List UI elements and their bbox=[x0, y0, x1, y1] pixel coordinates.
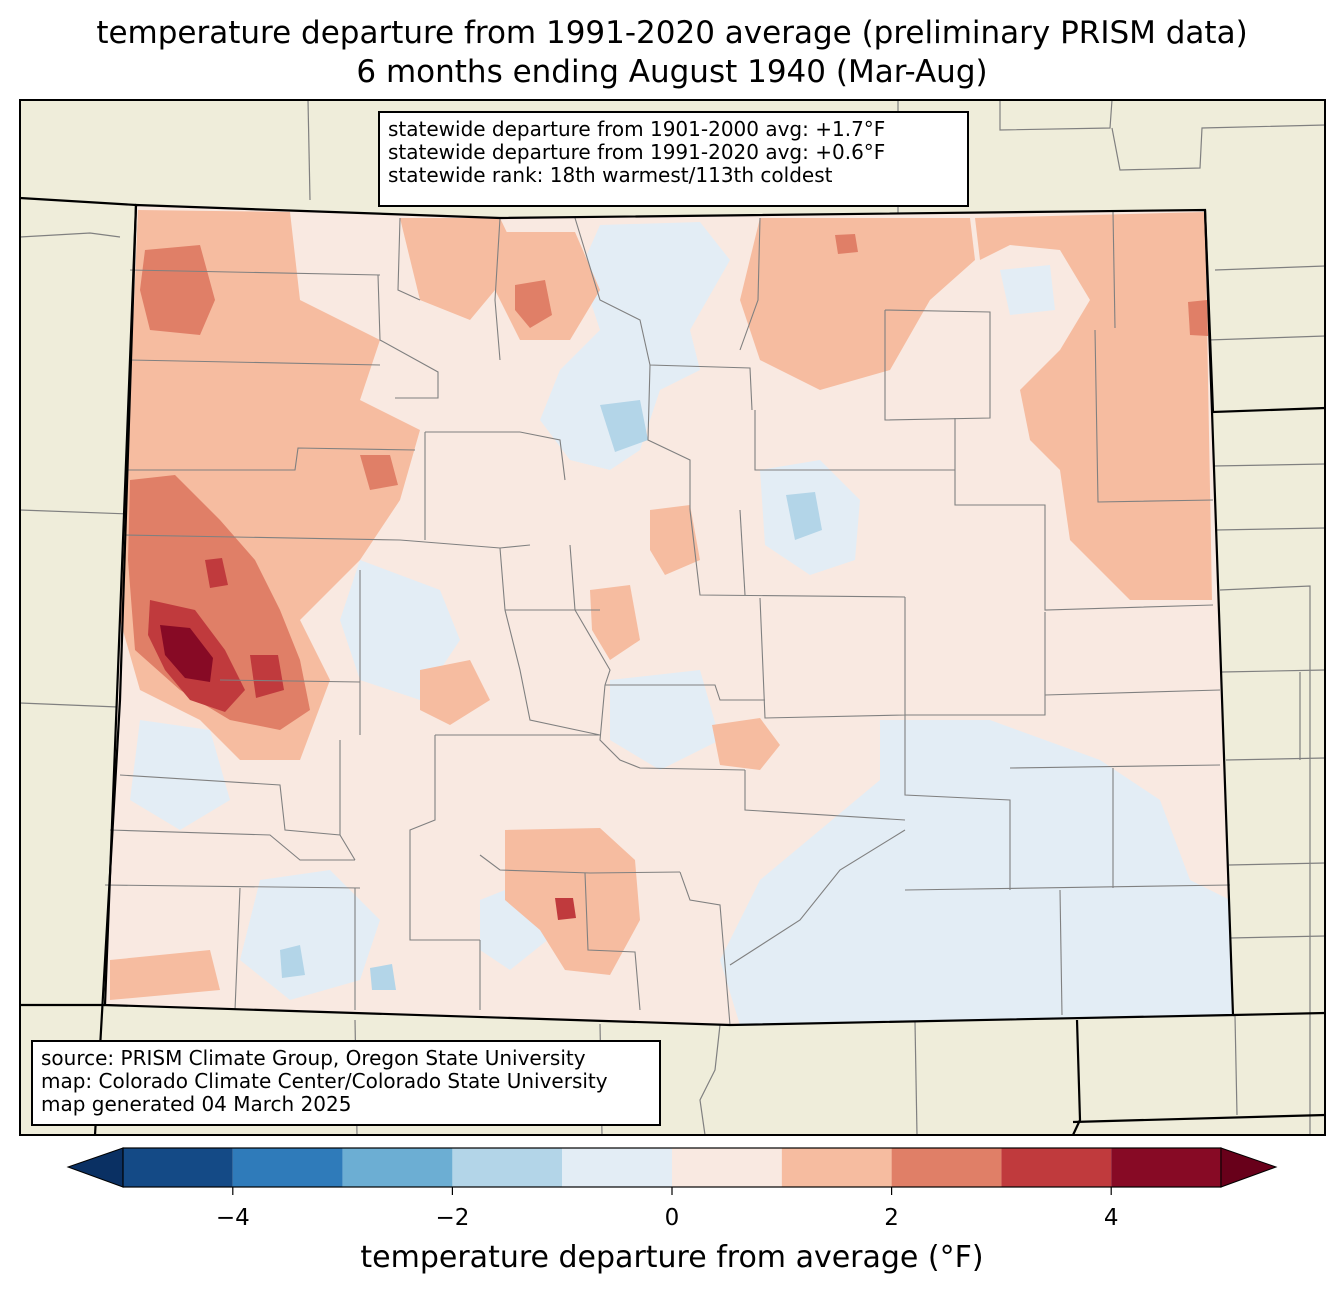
colorbar-tick-label: 0 bbox=[664, 1205, 680, 1231]
state-borders bbox=[19, 196, 1326, 1136]
map-frame bbox=[19, 99, 1326, 1136]
colorbar-bin bbox=[781, 1148, 892, 1187]
colorbar-bin bbox=[672, 1148, 782, 1187]
colorbar-bin bbox=[232, 1148, 343, 1187]
colorbar-tick-label: 4 bbox=[1103, 1205, 1119, 1231]
colorbar-bin bbox=[1001, 1148, 1112, 1187]
colorbar-tick-label: −4 bbox=[215, 1205, 250, 1231]
credits-box: source: PRISM Climate Group, Oregon Stat… bbox=[31, 1040, 661, 1126]
credits-source: source: PRISM Climate Group, Oregon Stat… bbox=[41, 1046, 586, 1070]
colorbar bbox=[66, 1147, 1278, 1195]
map-title-line2: 6 months ending August 1940 (Mar-Aug) bbox=[356, 54, 988, 90]
map-title-line1: temperature departure from 1991-2020 ave… bbox=[96, 15, 1248, 51]
credits-generated: map generated 04 March 2025 bbox=[41, 1092, 352, 1116]
colorbar-under-arrow bbox=[66, 1147, 124, 1188]
stats-departure-1991-2020: statewide departure from 1991-2020 avg: … bbox=[388, 140, 886, 164]
stats-departure-1901-2000: statewide departure from 1901-2000 avg: … bbox=[388, 117, 886, 141]
stats-rank: statewide rank: 18th warmest/113th colde… bbox=[388, 163, 833, 187]
colorbar-over-arrow bbox=[1220, 1147, 1278, 1188]
anomaly-contours bbox=[110, 210, 1232, 1025]
colorbar-bin bbox=[342, 1148, 453, 1187]
colorbar-label: temperature departure from average (°F) bbox=[360, 1240, 984, 1275]
credits-map: map: Colorado Climate Center/Colorado St… bbox=[41, 1069, 608, 1093]
colorbar-tick-label: −2 bbox=[435, 1205, 470, 1231]
statewide-stats-box: statewide departure from 1901-2000 avg: … bbox=[378, 111, 969, 207]
colorbar-tick-label: 2 bbox=[884, 1205, 899, 1231]
colorbar-bin bbox=[1111, 1148, 1221, 1187]
colorbar-bin bbox=[891, 1148, 1002, 1187]
colorbar-bin bbox=[562, 1148, 672, 1187]
neighbor-county-lines bbox=[19, 99, 1326, 1136]
county-lines bbox=[104, 211, 1231, 1026]
colorbar-bin bbox=[123, 1148, 233, 1187]
colorbar-bin bbox=[452, 1148, 563, 1187]
